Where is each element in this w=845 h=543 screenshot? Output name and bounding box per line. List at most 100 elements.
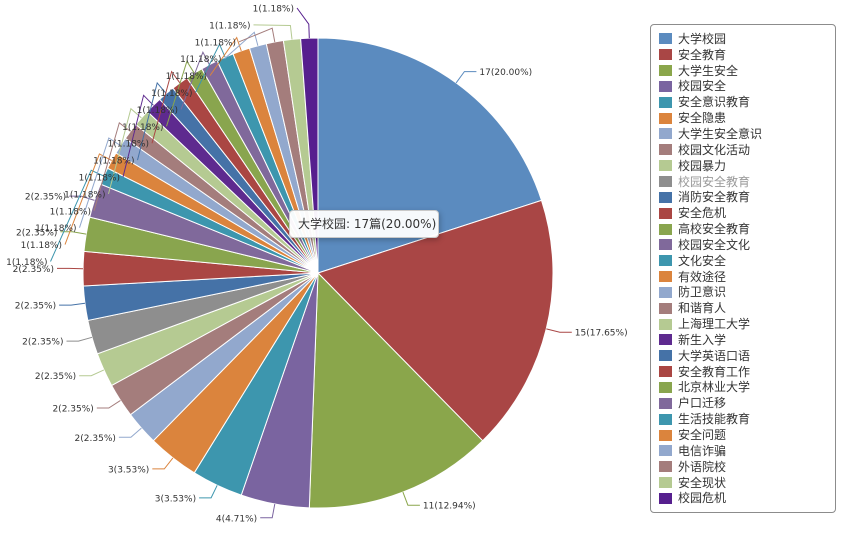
legend-item[interactable]: 大学校园 [659, 31, 835, 47]
legend-item[interactable]: 防卫意识 [659, 285, 835, 301]
chart-legend: 大学校园 安全教育 大学生安全 校园安全 安全意识教育 安全隐患 大学生安全意识 校园文化活动… [650, 24, 836, 513]
legend-item[interactable]: 北京林业大学 [659, 380, 835, 396]
data-label: 2(2.35%) [13, 265, 54, 275]
legend-swatch [659, 65, 672, 77]
legend-swatch [659, 176, 672, 188]
legend-label: 校园安全教育 [678, 174, 751, 189]
data-label: 1(1.18%) [79, 174, 120, 184]
legend-item[interactable]: 和谐育人 [659, 300, 835, 316]
label-connector [199, 485, 218, 499]
legend-item[interactable]: 生活技能教育 [659, 411, 835, 427]
legend-label: 防卫意识 [678, 285, 727, 300]
legend-swatch [659, 318, 672, 330]
pie-slice[interactable] [317, 199, 554, 442]
legend-label: 电信诈骗 [678, 443, 727, 458]
legend-item[interactable]: 校园危机 [659, 490, 835, 506]
label-connector [166, 60, 195, 127]
data-label: 2(2.35%) [25, 193, 66, 203]
legend-item[interactable]: 校园暴力 [659, 158, 835, 174]
legend-item[interactable]: 安全危机 [659, 205, 835, 221]
legend-swatch [659, 445, 672, 457]
legend-label: 大学校园 [678, 31, 727, 46]
legend-swatch [659, 429, 672, 441]
legend-swatch [659, 239, 672, 251]
data-label: 1(1.18%) [122, 123, 163, 133]
data-label: 1(1.18%) [93, 157, 134, 167]
data-label: 3(3.53%) [155, 494, 196, 504]
label-connector [224, 31, 259, 60]
legend-swatch [659, 160, 672, 172]
legend-swatch [659, 96, 672, 108]
legend-item[interactable]: 上海理工大学 [659, 316, 835, 332]
data-label: 1(1.18%) [35, 224, 76, 234]
legend-item[interactable]: 安全现状 [659, 475, 835, 491]
legend-item[interactable]: 安全教育 [659, 47, 835, 63]
data-label: 2(2.35%) [75, 434, 116, 444]
legend-label: 校园暴力 [678, 158, 727, 173]
legend-label: 消防安全教育 [678, 190, 751, 205]
legend-item[interactable]: 文化安全 [659, 253, 835, 269]
data-label: 1(1.18%) [64, 190, 105, 200]
label-connector [66, 336, 93, 342]
legend-item[interactable]: 新生入学 [659, 332, 835, 348]
legend-label: 安全意识教育 [678, 95, 751, 110]
label-connector [50, 169, 105, 262]
legend-label: 大学英语口语 [678, 348, 751, 363]
legend-item[interactable]: 安全教育工作 [659, 364, 835, 380]
legend-item[interactable]: 有效途径 [659, 269, 835, 285]
legend-item[interactable]: 电信诈骗 [659, 443, 835, 459]
legend-item[interactable]: 安全意识教育 [659, 94, 835, 110]
legend-swatch [659, 191, 672, 203]
data-label: 1(1.18%) [195, 38, 236, 48]
legend-item[interactable]: 户口迁移 [659, 395, 835, 411]
legend-swatch [659, 397, 672, 409]
legend-swatch [659, 477, 672, 489]
data-label: 11(12.94%) [423, 502, 476, 512]
legend-item[interactable]: 安全问题 [659, 427, 835, 443]
legend-swatch [659, 112, 672, 124]
legend-label: 安全现状 [678, 475, 727, 490]
legend-item[interactable]: 安全隐患 [659, 110, 835, 126]
legend-item[interactable]: 校园安全教育 [659, 174, 835, 190]
legend-item[interactable]: 校园安全 [659, 79, 835, 95]
data-label: 1(1.18%) [253, 5, 294, 15]
legend-label: 外语院校 [678, 459, 727, 474]
label-connector [238, 27, 276, 43]
legend-label: 和谐育人 [678, 301, 727, 316]
data-label: 1(1.18%) [6, 258, 47, 268]
legend-label: 上海理工大学 [678, 317, 751, 332]
legend-item[interactable]: 消防安全教育 [659, 189, 835, 205]
label-connector [118, 427, 142, 438]
legend-label: 新生入学 [678, 332, 727, 347]
legend-item[interactable]: 高校安全教育 [659, 221, 835, 237]
label-connector [152, 457, 174, 470]
label-connector [122, 94, 154, 178]
data-label: 2(2.35%) [16, 228, 57, 238]
legend-label: 安全教育工作 [678, 364, 751, 379]
legend-label: 安全危机 [678, 206, 727, 221]
label-connector [455, 71, 477, 84]
legend-swatch [659, 207, 672, 219]
legend-label: 大学生安全意识 [678, 126, 763, 141]
label-connector [402, 491, 420, 506]
legend-item[interactable]: 大学生安全意识 [659, 126, 835, 142]
legend-swatch [659, 350, 672, 362]
pie-slice[interactable] [308, 271, 484, 509]
legend-swatch [659, 286, 672, 298]
legend-item[interactable]: 大学英语口语 [659, 348, 835, 364]
legend-item[interactable]: 外语院校 [659, 459, 835, 475]
label-connector [151, 70, 181, 144]
label-connector [209, 36, 242, 76]
label-connector [137, 81, 167, 161]
label-connector [64, 153, 112, 245]
legend-item[interactable]: 校园安全文化 [659, 237, 835, 253]
legend-label: 校园文化活动 [678, 142, 751, 157]
legend-swatch [659, 144, 672, 156]
legend-label: 高校安全教育 [678, 222, 751, 237]
legend-swatch [659, 49, 672, 61]
data-label: 1(1.18%) [137, 106, 178, 116]
label-connector [79, 369, 105, 377]
legend-label: 安全隐患 [678, 111, 727, 126]
legend-item[interactable]: 大学生安全 [659, 63, 835, 79]
legend-item[interactable]: 校园文化活动 [659, 142, 835, 158]
